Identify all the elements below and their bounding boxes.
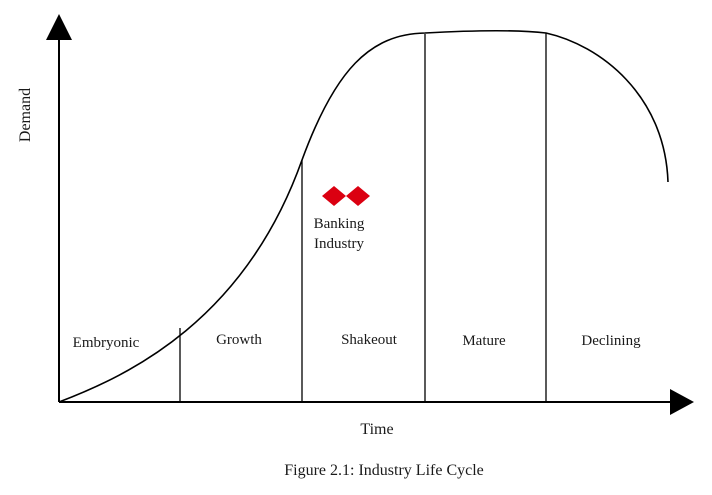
banking-label-line1: Banking	[313, 216, 365, 232]
stage-label-mature: Mature	[462, 333, 506, 349]
stage-label-embryonic: Embryonic	[72, 335, 140, 351]
hexagon-logo-icon	[322, 186, 370, 206]
y-axis-arrowhead	[46, 14, 72, 40]
stage-label-growth: Growth	[216, 332, 262, 348]
figure-caption: Figure 2.1: Industry Life Cycle	[284, 462, 484, 479]
y-axis-label: Demand	[17, 87, 34, 143]
banking-label-line2: Industry	[314, 236, 364, 252]
x-axis-label: Time	[360, 421, 394, 438]
banking-industry-label: Banking Industry	[314, 214, 365, 254]
x-axis-arrowhead	[670, 389, 694, 415]
life-cycle-curve	[58, 29, 669, 403]
stage-label-declining: Declining	[581, 333, 641, 349]
stage-label-shakeout: Shakeout	[341, 332, 397, 348]
